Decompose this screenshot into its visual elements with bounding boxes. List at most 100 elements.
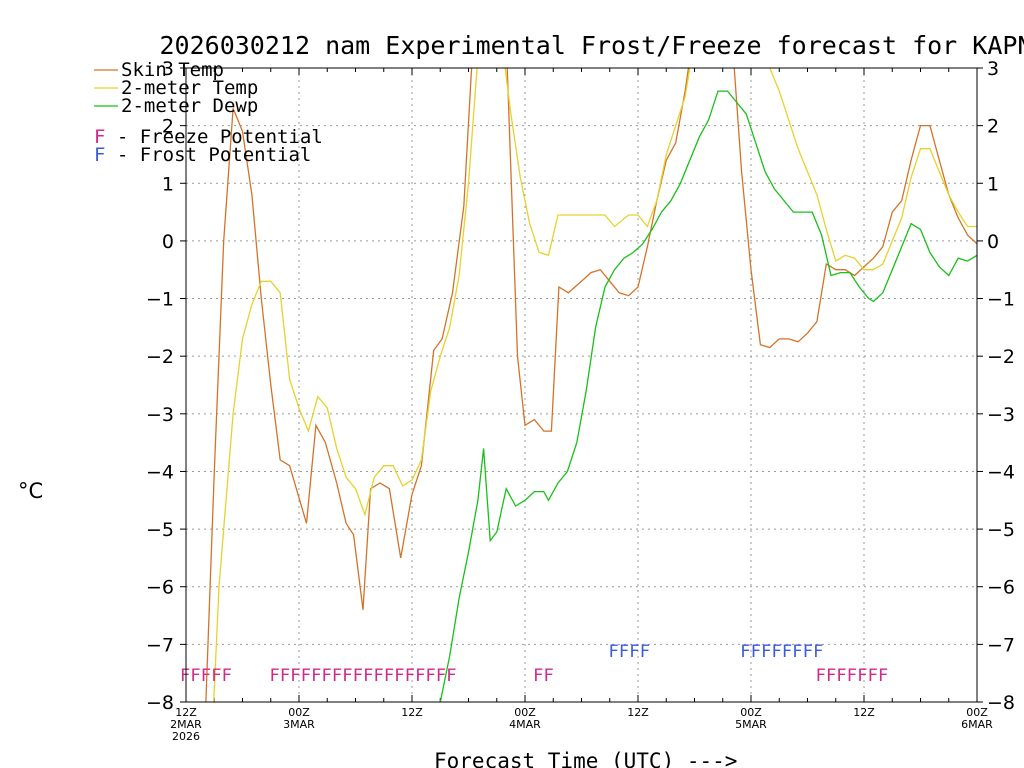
y-tick-label: 0 <box>162 231 174 253</box>
freeze-marker: F <box>405 666 415 686</box>
freeze-marker: F <box>311 666 321 686</box>
freeze-marker: F <box>190 666 200 686</box>
y-tick-label-right: 1 <box>987 173 999 195</box>
y-tick-label-right: −8 <box>987 692 1015 714</box>
frost-marker: F <box>629 642 639 662</box>
frost-marker: F <box>751 642 761 662</box>
freeze-marker: F <box>201 666 211 686</box>
freeze-marker: F <box>222 666 232 686</box>
frost-marker: F <box>609 642 619 662</box>
series-2-meter-temp <box>213 68 977 702</box>
freeze-marker: F <box>332 666 342 686</box>
y-tick-label: −4 <box>146 461 174 483</box>
x-tick-label: 2026 <box>172 730 200 743</box>
x-tick-label: 12Z <box>853 706 875 719</box>
potential-legend-text: - Frost Potential <box>105 144 311 166</box>
x-tick-label: 00Z <box>740 706 762 719</box>
freeze-marker: F <box>384 666 394 686</box>
frost-marker: F <box>619 642 629 662</box>
frost-marker: F <box>740 642 750 662</box>
potential-legend-label: F - Frost Potential <box>94 144 311 166</box>
y-tick-label-right: 0 <box>987 231 999 253</box>
y-tick-label: −6 <box>146 577 174 599</box>
series-lines <box>205 68 977 702</box>
plot-frame <box>185 67 978 703</box>
x-tick-label: 2MAR <box>170 718 202 731</box>
frost-marker: F <box>813 642 823 662</box>
freeze-marker: F <box>394 666 404 686</box>
y-tick-label: 1 <box>162 173 174 195</box>
y-tick-label-right: −1 <box>987 289 1015 311</box>
freeze-marker: F <box>322 666 332 686</box>
y-tick-label-right: −4 <box>987 461 1015 483</box>
freeze-marker: F <box>426 666 436 686</box>
x-tick-label: 00Z <box>514 706 536 719</box>
y-tick-label: 2 <box>162 116 174 138</box>
y-tick-label-right: 2 <box>987 116 999 138</box>
freeze-marker: F <box>363 666 373 686</box>
x-tick-label: 12Z <box>627 706 649 719</box>
freeze-marker: F <box>857 666 867 686</box>
freeze-marker: F <box>868 666 878 686</box>
potential-legend-text: - Freeze Potential <box>105 126 322 148</box>
x-tick-label: 3MAR <box>283 718 315 731</box>
frost-marker: F <box>772 642 782 662</box>
y-axis-right: 3 2 1 0 −1 −2 −3 −4 −5 −6 −7 −8 <box>987 58 1015 714</box>
y-tick-label-right: −5 <box>987 519 1015 541</box>
legend-label: 2-meter Dewp <box>121 95 258 117</box>
series-skin-temp <box>205 68 977 702</box>
potential-legend-letter: F <box>94 126 105 148</box>
freeze-marker: F <box>342 666 352 686</box>
x-tick-label: 00Z <box>288 706 310 719</box>
freeze-marker: F <box>847 666 857 686</box>
freeze-marker: F <box>415 666 425 686</box>
freeze-marker: F <box>280 666 290 686</box>
freeze-marker: F <box>374 666 384 686</box>
legend-label: Skin Temp <box>121 59 224 81</box>
grid <box>186 68 977 702</box>
freeze-marker: F <box>211 666 221 686</box>
legend-label: 2-meter Temp <box>121 77 258 99</box>
x-tick-label: 6MAR <box>961 718 993 731</box>
x-tick-label: 5MAR <box>735 718 767 731</box>
frost-marker: F <box>761 642 771 662</box>
freeze-marker: F <box>436 666 446 686</box>
series-2-meter-dewp <box>439 90 977 702</box>
y-tick-label-right: −2 <box>987 346 1015 368</box>
potential-markers: F F F F F F F F F F F F F F F F F F F F F F F F F F F F F F F FF F F F F F F F… <box>180 642 888 686</box>
freeze-marker: F <box>878 666 888 686</box>
freeze-marker: F <box>533 666 543 686</box>
y-tick-label-right: −6 <box>987 577 1015 599</box>
freeze-marker: F <box>290 666 300 686</box>
y-tick-label-right: 3 <box>987 58 999 80</box>
freeze-marker: F <box>544 666 554 686</box>
y-tick-label: −7 <box>146 634 174 656</box>
x-tick-label: 12Z <box>401 706 423 719</box>
y-axis-left: 3 2 1 0 −1 −2 −3 −4 −5 −6 −7 −8 <box>146 58 174 714</box>
y-tick-label: −1 <box>146 289 174 311</box>
y-tick-label: −5 <box>146 519 174 541</box>
freeze-marker: F <box>816 666 826 686</box>
frost-marker: F <box>782 642 792 662</box>
y-tick-label-right: −3 <box>987 404 1015 426</box>
frost-marker: F <box>792 642 802 662</box>
potential-legend-letter: F <box>94 144 105 166</box>
y-tick-label: −8 <box>146 692 174 714</box>
freeze-marker: F <box>270 666 280 686</box>
y-tick-label: 3 <box>162 58 174 80</box>
freeze-marker: F <box>180 666 190 686</box>
freeze-marker: F <box>836 666 846 686</box>
frost-marker: F <box>640 642 650 662</box>
x-tick-label: 12Z <box>175 706 197 719</box>
y-tick-label: −2 <box>146 346 174 368</box>
freeze-marker: F <box>446 666 456 686</box>
chart-title: 2026030212 nam Experimental Frost/Freeze… <box>160 31 1024 60</box>
x-axis-label: Forecast Time (UTC) ---> <box>434 749 737 768</box>
x-tick-label: 4MAR <box>509 718 541 731</box>
frost-marker: F <box>803 642 813 662</box>
y-axis-label: °C <box>18 479 43 503</box>
y-tick-label-right: −7 <box>987 634 1015 656</box>
